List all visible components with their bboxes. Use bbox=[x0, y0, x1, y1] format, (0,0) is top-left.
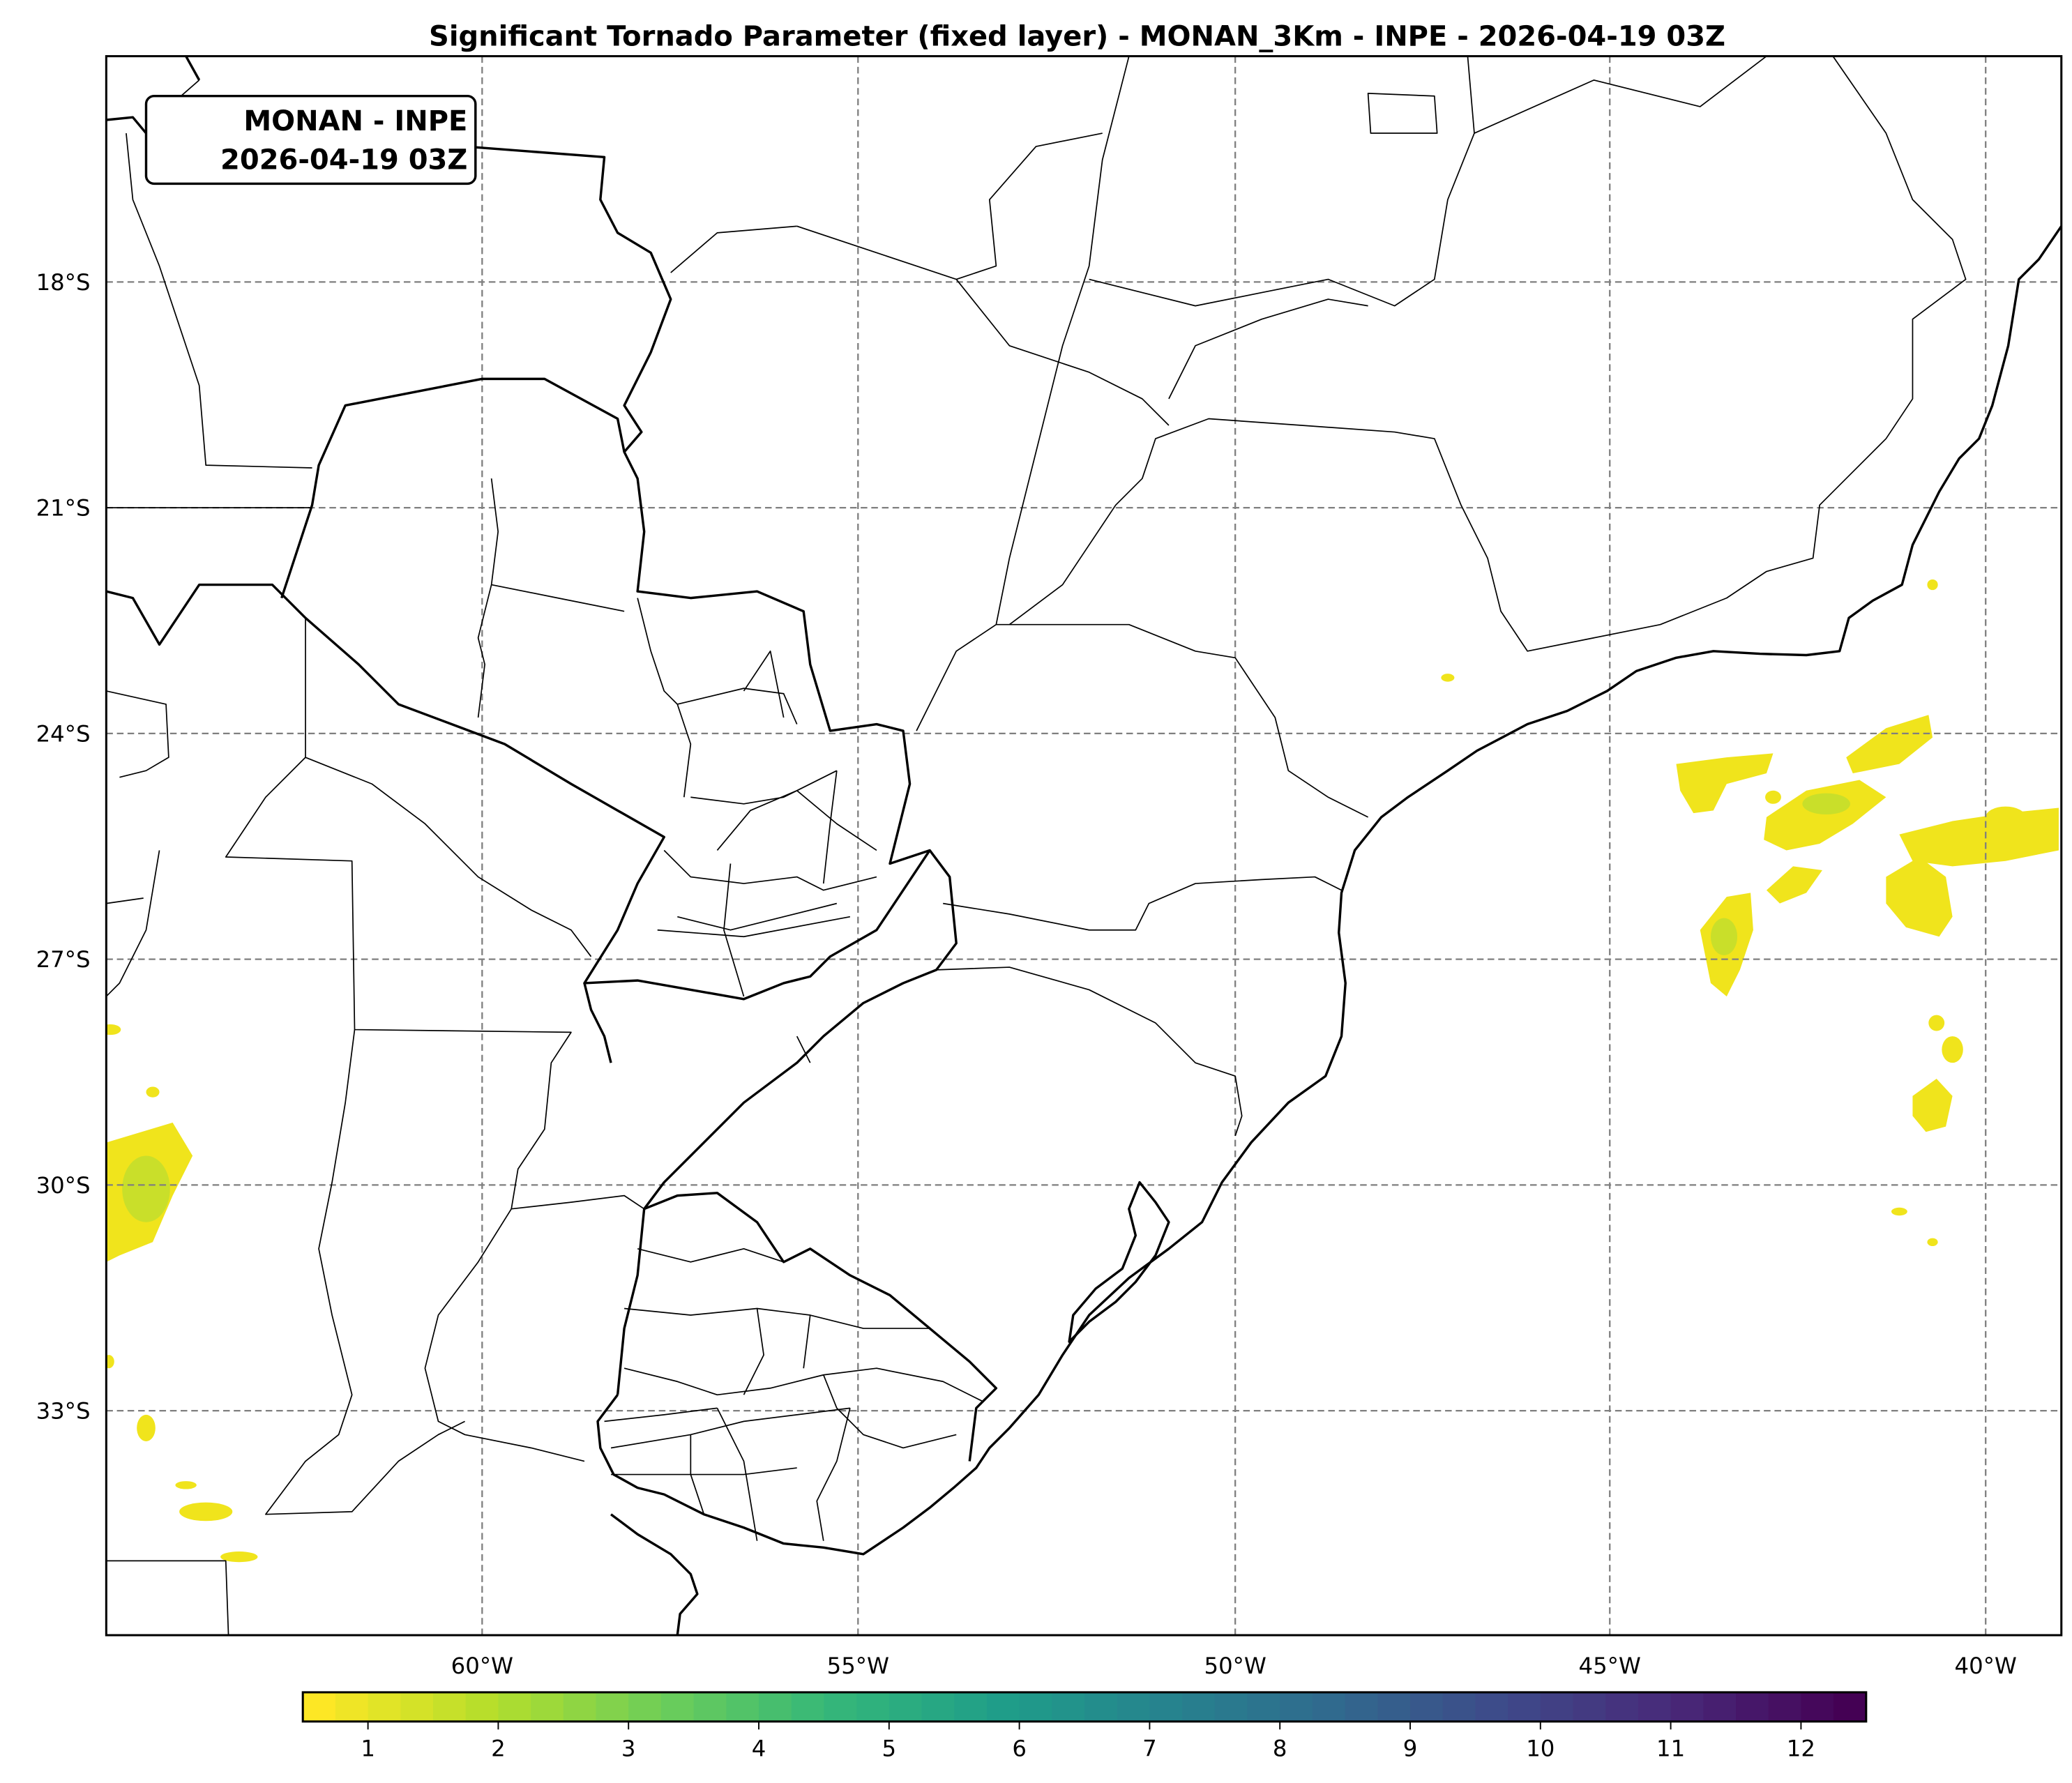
colorbar-cell bbox=[1638, 1692, 1672, 1722]
colorbar-cells bbox=[303, 1692, 1867, 1722]
colorbar-tick-label: 3 bbox=[621, 1735, 636, 1761]
colorbar-cell bbox=[465, 1692, 499, 1722]
lat-tick: 18°S bbox=[36, 269, 91, 296]
colorbar-tick-label: 6 bbox=[1012, 1735, 1027, 1761]
lat-tick: 27°S bbox=[36, 946, 91, 973]
colorbar-cell bbox=[1801, 1692, 1835, 1722]
lat-tick: 21°S bbox=[36, 495, 91, 522]
colorbar-cell bbox=[856, 1692, 890, 1722]
colorbar-cell bbox=[1508, 1692, 1541, 1722]
colorbar-cell bbox=[1573, 1692, 1607, 1722]
colorbar-cell bbox=[596, 1692, 630, 1722]
colorbar: 1 2 3 4 5 6 7 8 9 10 11 12 bbox=[301, 1691, 1868, 1761]
stp-field bbox=[106, 579, 2059, 1563]
colorbar-cell bbox=[1703, 1692, 1737, 1722]
colorbar-tick-label: 9 bbox=[1403, 1735, 1418, 1761]
colorbar-cell bbox=[726, 1692, 760, 1722]
colorbar-cell bbox=[1377, 1692, 1412, 1722]
colorbar-cell bbox=[628, 1692, 663, 1722]
lat-tick-labels: 18°S 21°S 24°S 27°S 30°S 33°S bbox=[36, 269, 91, 1425]
info-box: MONAN - INPE 2026-04-19 03Z bbox=[144, 94, 477, 185]
colorbar-cell bbox=[1475, 1692, 1509, 1722]
colorbar-cell bbox=[1442, 1692, 1476, 1722]
lon-tick: 60°W bbox=[451, 1653, 513, 1679]
colorbar-cell bbox=[954, 1692, 988, 1722]
colorbar-frame bbox=[301, 1691, 1868, 1723]
colorbar-cell bbox=[1736, 1692, 1769, 1722]
colorbar-cell bbox=[660, 1692, 695, 1722]
figure-title: Significant Tornado Parameter (fixed lay… bbox=[429, 20, 1725, 52]
colorbar-cell bbox=[1768, 1692, 1802, 1722]
colorbar-tick-label: 10 bbox=[1526, 1735, 1555, 1761]
colorbar-tick-label: 11 bbox=[1656, 1735, 1685, 1761]
colorbar-cell bbox=[921, 1692, 955, 1722]
colorbar-tick-label: 12 bbox=[1787, 1735, 1815, 1761]
colorbar-cell bbox=[498, 1692, 532, 1722]
colorbar-cell bbox=[1214, 1692, 1248, 1722]
colorbar-tick-label: 7 bbox=[1142, 1735, 1157, 1761]
colorbar-cell bbox=[791, 1692, 825, 1722]
colorbar-tick-label: 2 bbox=[491, 1735, 506, 1761]
colorbar-cell bbox=[1149, 1692, 1184, 1722]
map-axes bbox=[105, 55, 2063, 1637]
colorbar-cell bbox=[1540, 1692, 1574, 1722]
lon-tick: 40°W bbox=[1955, 1653, 2017, 1679]
colorbar-cell bbox=[1280, 1692, 1314, 1722]
colorbar-tick-label: 5 bbox=[882, 1735, 897, 1761]
colorbar-cell bbox=[335, 1692, 369, 1722]
info-box-line1: MONAN - INPE bbox=[243, 105, 467, 137]
colorbar-cell bbox=[986, 1692, 1020, 1722]
colorbar-ticks: 1 2 3 4 5 6 7 8 9 10 11 12 bbox=[361, 1721, 1815, 1761]
lagoa-dos-patos bbox=[1068, 1181, 1170, 1343]
lon-tick: 45°W bbox=[1579, 1653, 1641, 1679]
colorbar-cell bbox=[1410, 1692, 1444, 1722]
colorbar-cell bbox=[1345, 1692, 1379, 1722]
lon-tick: 55°W bbox=[827, 1653, 889, 1679]
colorbar-tick-label: 1 bbox=[361, 1735, 375, 1761]
colorbar-cell bbox=[303, 1692, 337, 1722]
colorbar-tick-label: 4 bbox=[752, 1735, 766, 1761]
lat-tick: 33°S bbox=[36, 1398, 91, 1425]
lon-tick-labels: 60°W 55°W 50°W 45°W 40°W bbox=[451, 1653, 2017, 1679]
colorbar-cell bbox=[368, 1692, 402, 1722]
colorbar-cell bbox=[1670, 1692, 1704, 1722]
lat-tick: 24°S bbox=[36, 720, 91, 747]
colorbar-cell bbox=[1833, 1692, 1867, 1722]
colorbar-cell bbox=[531, 1692, 564, 1722]
colorbar-cell bbox=[888, 1692, 923, 1722]
lat-tick: 30°S bbox=[36, 1172, 91, 1199]
colorbar-cell bbox=[824, 1692, 858, 1722]
colorbar-cell bbox=[1605, 1692, 1640, 1722]
colorbar-cell bbox=[563, 1692, 597, 1722]
colorbar-cell bbox=[759, 1692, 792, 1722]
colorbar-cell bbox=[1052, 1692, 1086, 1722]
colorbar-cell bbox=[433, 1692, 467, 1722]
colorbar-tick-label: 8 bbox=[1273, 1735, 1287, 1761]
colorbar-cell bbox=[1247, 1692, 1281, 1722]
gridlines bbox=[106, 56, 2062, 1636]
lon-tick: 50°W bbox=[1204, 1653, 1266, 1679]
axes-frame bbox=[105, 55, 2063, 1637]
country-borders bbox=[106, 56, 998, 1462]
colorbar-cell bbox=[693, 1692, 727, 1722]
colorbar-cell bbox=[400, 1692, 434, 1722]
coastline bbox=[596, 225, 2062, 1636]
colorbar-cell bbox=[1084, 1692, 1118, 1722]
colorbar-cell bbox=[1312, 1692, 1346, 1722]
colorbar-cell bbox=[1117, 1692, 1151, 1722]
colorbar-cell bbox=[1019, 1692, 1053, 1722]
colorbar-cell bbox=[1182, 1692, 1216, 1722]
info-box-line2: 2026-04-19 03Z bbox=[220, 144, 467, 176]
state-borders bbox=[106, 56, 1967, 1636]
